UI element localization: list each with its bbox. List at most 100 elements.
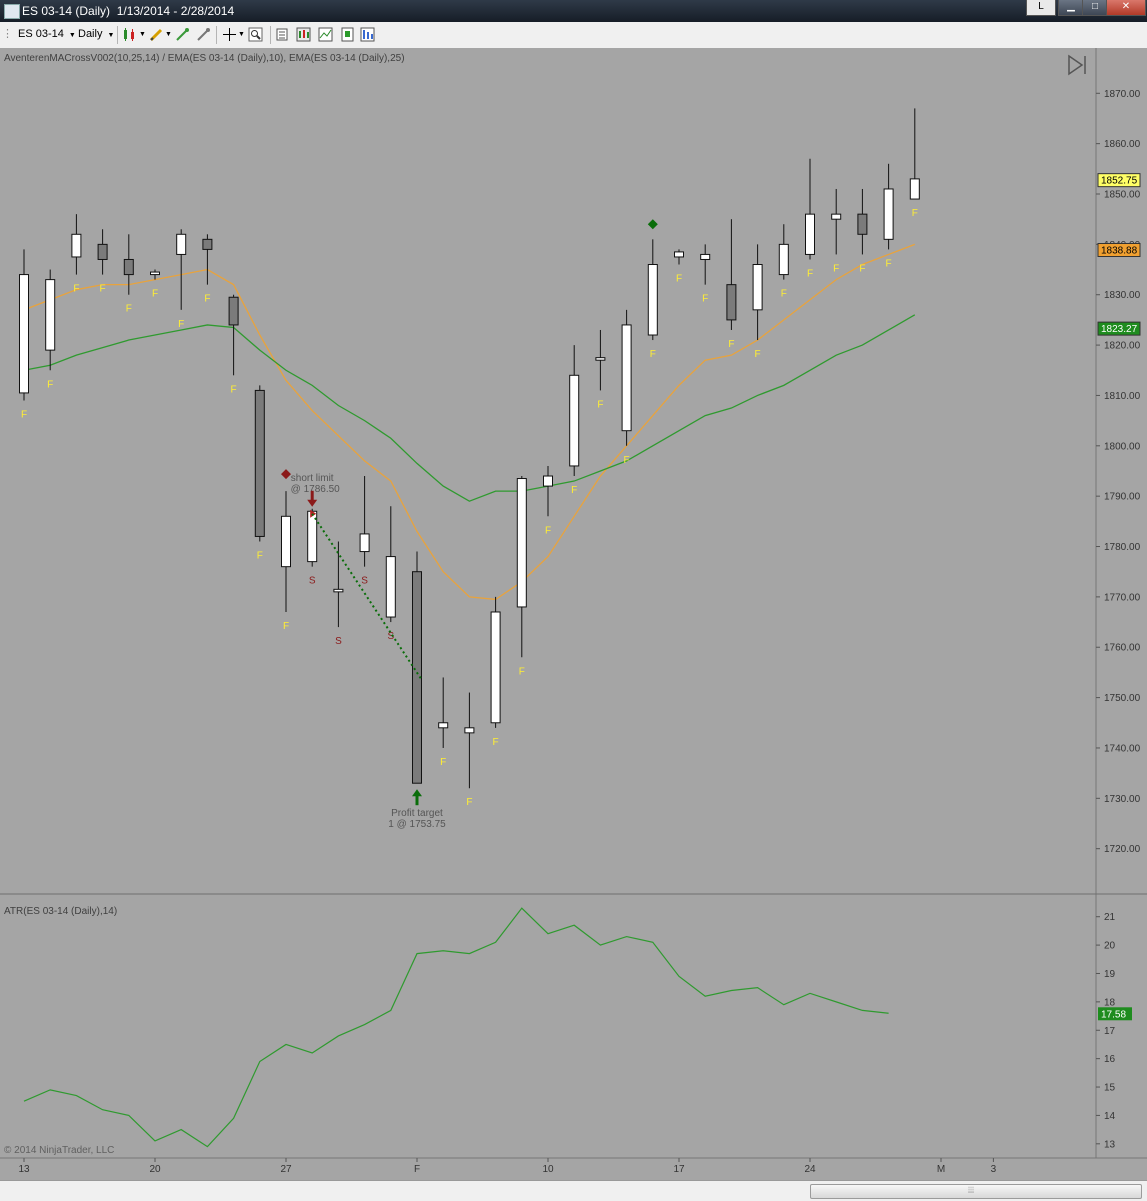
flat-signal-label: F [728,339,734,350]
indicators-icon[interactable] [360,27,375,42]
atr-value-label: 17.58 [1098,1007,1132,1021]
price-tick-label: 1750.00 [1104,693,1141,704]
chevron-down-icon[interactable]: ▼ [139,31,146,38]
last-price-text: 1852.75 [1101,176,1138,187]
price-tick-label: 1870.00 [1104,89,1141,100]
flat-signal-label: F [283,621,289,632]
flat-signal-label: F [597,399,603,410]
chevron-down-icon[interactable]: ▼ [165,31,172,38]
horizontal-scrollbar[interactable]: ⦙⦙⦙ [0,1180,1147,1201]
candle-body [516,478,527,608]
candles [19,108,920,789]
price-label-ema25: 1823.27 [1097,321,1141,336]
candle-body [202,238,213,250]
time-tick-label: 3 [991,1164,997,1175]
short-arrow-down-icon [307,490,318,507]
price-tick-label: 1850.00 [1104,190,1141,201]
candle-body [228,296,239,326]
candle-body [700,253,711,260]
atr-series-line [23,907,889,1148]
price-tick-label: 1760.00 [1104,643,1141,654]
scroll-to-end-icon[interactable] [1068,54,1086,76]
atr-tick-label: 21 [1104,912,1116,923]
atr-tick-label: 20 [1104,941,1116,952]
minimize-button[interactable]: ▁ [1058,0,1084,16]
time-tick-label: 24 [804,1164,816,1175]
price-axis: 1720.00 1730.00 1740.00 1750.00 1760.00 1770.… [1096,89,1141,855]
atr-tick-label: 15 [1104,1083,1116,1094]
maximize-button[interactable]: □ [1082,0,1108,16]
candle-body [647,264,658,336]
candle-body [359,533,370,553]
window-title: ES 03-14 (Daily) 1/13/2014 - 2/28/2014 [22,4,235,18]
flat-signal-label: F [676,274,682,285]
interval-selector[interactable]: Daily ▼ [78,27,114,42]
flat-signal-label: F [440,757,446,768]
flat-signal-label: F [204,294,210,305]
price-tick-label: 1730.00 [1104,794,1141,805]
candle-body [464,727,475,734]
candle-body [621,324,632,432]
atr-value-text: 17.58 [1101,1009,1126,1020]
profit-target-label: Profit target [391,808,443,819]
properties-icon[interactable] [340,27,355,42]
crosshair-icon[interactable] [222,27,237,42]
draw-pencil-icon[interactable] [149,27,164,42]
price-label-last: 1852.75 [1097,173,1141,188]
candle-body [123,258,134,276]
flat-signal-label: F [73,284,79,295]
chevron-down-icon: ▼ [66,32,76,39]
pointer-icon[interactable] [196,27,211,42]
candle-body [831,213,842,220]
price-panel-title: AventerenMACrossV002(10,25,14) / EMA(ES … [4,53,405,64]
short-limit-label: short limit [291,473,334,484]
flat-signal-label: F [466,797,472,808]
pointer-icon[interactable] [175,27,190,42]
data-box-icon[interactable] [276,27,291,42]
scrollbar-thumb[interactable]: ⦙⦙⦙ [810,1184,1142,1199]
scrollbar-grip-icon: ⦙⦙⦙ [968,1185,975,1195]
chart-area[interactable]: AventerenMACrossV002(10,25,14) / EMA(ES … [0,48,1147,1180]
ema25-line [23,314,916,502]
flat-signal-label: F [100,284,106,295]
minimize-icon: ▁ [1067,1,1075,12]
short-signal-label: S [387,631,394,642]
grip-icon: ⋮ [2,28,13,40]
flat-signal-label: F [859,263,865,274]
flat-signal-label: F [807,268,813,279]
flat-signal-label: F [571,485,577,496]
candle-body [805,213,815,255]
link-button[interactable]: L [1026,0,1056,16]
candle-body [726,284,737,321]
short-limit-price: @ 1786.50 [291,484,341,495]
chevron-down-icon[interactable]: ▼ [238,31,245,38]
chart-toolbar: ⋮ ES 03-14 ▼ Daily ▼ ▼ ▼ ▼ [0,22,1147,49]
atr-tick-label: 19 [1104,969,1116,980]
price-tick-label: 1830.00 [1104,290,1141,301]
candle-body [97,243,108,260]
time-tick-label: M [937,1164,945,1175]
instrument-selector[interactable]: ES 03-14 ▼ [18,27,76,42]
strategies-icon[interactable] [296,27,311,42]
zoom-icon[interactable] [248,27,263,42]
flat-signal-label: F [152,289,158,300]
flat-signal-label: F [47,379,53,390]
candle-body [569,374,580,467]
flat-signal-label: F [545,525,551,536]
atr-axis: 13 14 15 16 17 18 19 20 21 [1096,912,1116,1150]
flat-signal-label: F [178,319,184,330]
chart-trader-icon[interactable] [318,27,333,42]
interval-label: Daily [78,28,103,40]
candle-body [674,251,684,258]
profit-target-price: 1 @ 1753.75 [388,819,446,830]
candle-body [543,475,553,487]
candle-body [412,571,422,784]
candle-body [45,279,56,351]
time-tick-label: 17 [673,1164,685,1175]
arrow-head [307,499,318,507]
time-tick-label: 20 [149,1164,161,1175]
instrument-label: ES 03-14 [18,28,64,40]
toolbar-separator [117,26,118,44]
close-button[interactable]: ✕ [1106,0,1146,16]
candlestick-style-icon[interactable] [122,27,137,42]
